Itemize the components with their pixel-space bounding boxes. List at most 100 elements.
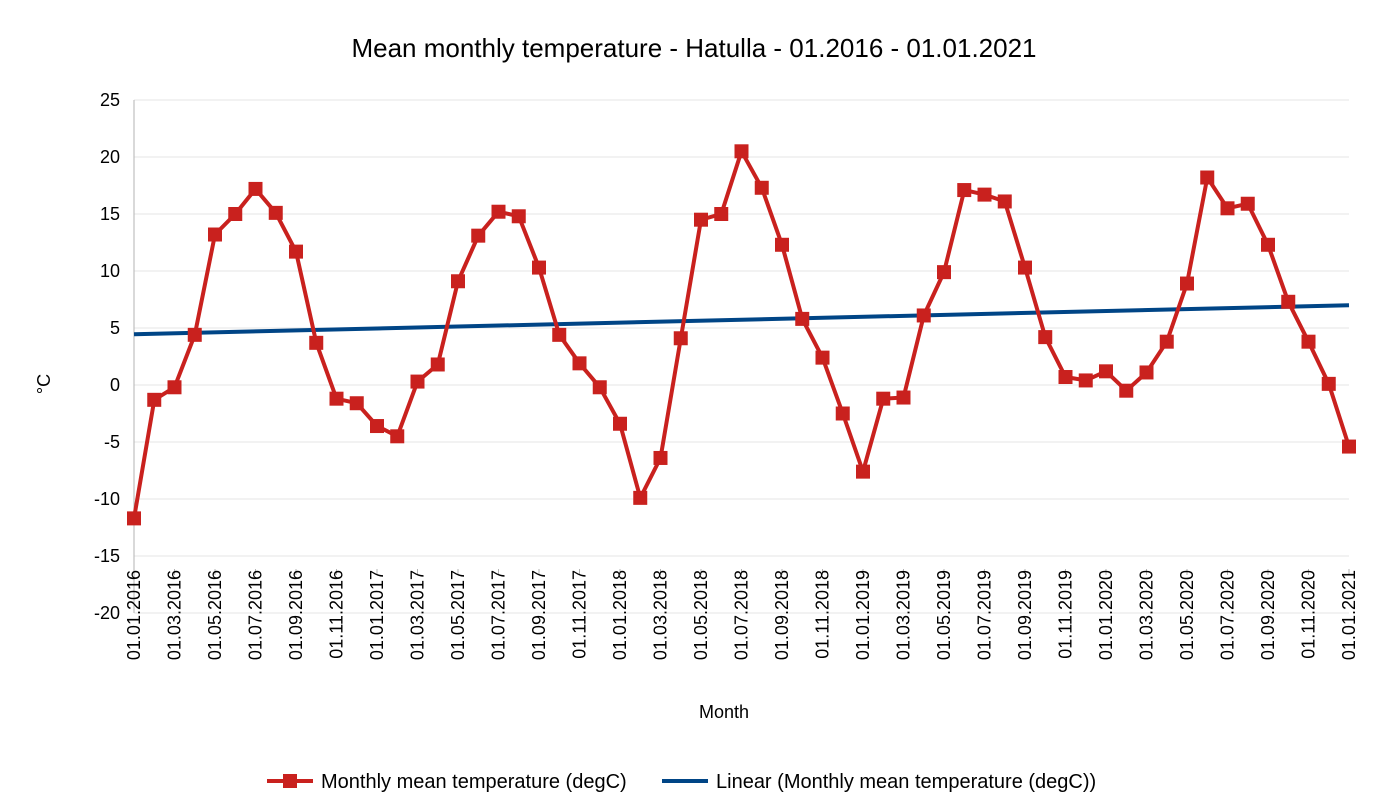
temperature-point: [633, 490, 648, 505]
x-tick-label: 01.01.2018: [610, 570, 630, 660]
legend-label-temperature: Monthly mean temperature (degC): [321, 771, 627, 793]
temperature-point: [1159, 334, 1174, 349]
temperature-point: [1281, 294, 1296, 309]
chart-title: Mean monthly temperature - Hatulla - 01.…: [351, 33, 1036, 63]
temperature-point: [147, 392, 162, 407]
temperature-point: [977, 187, 992, 202]
x-tick-label: 01.11.2016: [327, 570, 347, 659]
temperature-point: [1220, 201, 1235, 216]
x-tick-label: 01.11.2020: [1299, 570, 1319, 659]
x-tick-label: 01.07.2018: [732, 570, 752, 660]
temperature-point: [511, 209, 526, 224]
temperature-point: [289, 244, 303, 259]
legend-item-trendline: Linear (Monthly mean temperature (degC)): [662, 771, 1096, 793]
temperature-point: [876, 391, 891, 406]
x-tick-label: 01.05.2019: [934, 570, 954, 660]
y-tick-label: 25: [100, 90, 120, 110]
temperature-series: [127, 144, 1356, 526]
x-tick-label: 01.11.2019: [1056, 570, 1076, 659]
temperature-point: [673, 331, 688, 346]
y-tick-label: -10: [94, 489, 120, 509]
x-tick-label: 01.03.2018: [651, 570, 671, 660]
x-tick-label: 01.07.2016: [246, 570, 266, 660]
temperature-point: [127, 511, 141, 526]
x-tick-label: 01.03.2017: [408, 570, 428, 660]
temperature-point: [451, 274, 465, 289]
x-tick-label: 01.03.2016: [165, 570, 185, 660]
temperature-point: [1058, 370, 1073, 385]
temperature-point: [1200, 170, 1215, 185]
temperature-point: [410, 374, 425, 389]
x-tick-label: 01.05.2020: [1177, 570, 1197, 660]
x-tick-label: 01.09.2018: [772, 570, 792, 660]
temperature-point: [815, 350, 830, 365]
x-tick-label: 01.11.2017: [570, 570, 590, 659]
y-tick-label: 20: [100, 147, 120, 167]
trendline-series: [133, 303, 1350, 337]
temperature-point: [471, 228, 486, 243]
temperature-point: [430, 357, 445, 372]
temperature-point: [532, 260, 546, 275]
temperature-point: [694, 212, 708, 227]
y-tick-label: -20: [94, 603, 120, 623]
temperature-point: [248, 181, 263, 196]
y-axis-title: °C: [34, 374, 54, 394]
temperature-point: [754, 180, 769, 195]
legend-item-temperature: Monthly mean temperature (degC): [267, 771, 627, 793]
y-tick-label: -15: [94, 546, 120, 566]
temperature-point: [370, 419, 384, 434]
x-tick-label: 01.09.2016: [286, 570, 306, 660]
temperature-point: [491, 204, 506, 219]
legend: Monthly mean temperature (degC) Linear (…: [267, 771, 1096, 793]
x-tick-label: 01.09.2017: [529, 570, 549, 660]
temperature-point: [653, 450, 668, 465]
y-tick-label: 10: [100, 261, 120, 281]
temperature-point: [329, 391, 344, 406]
y-tick-label: 5: [110, 318, 120, 338]
y-tick-label: 15: [100, 204, 120, 224]
temperature-point: [592, 380, 607, 395]
temperature-point: [835, 406, 850, 421]
x-tick-label: 01.07.2020: [1218, 570, 1238, 660]
temperature-point: [714, 207, 729, 221]
temperature-point: [1342, 439, 1356, 454]
y-tick-label: -5: [104, 432, 120, 452]
temperature-point: [228, 207, 243, 221]
x-tick-label: 01.03.2019: [894, 570, 914, 660]
temperature-point: [1139, 365, 1154, 380]
x-tick-label: 01.01.2016: [124, 570, 144, 660]
temperature-point: [937, 265, 951, 280]
temperature-point: [775, 237, 789, 252]
x-axis-title: Month: [699, 702, 749, 722]
temperature-point: [1119, 383, 1134, 398]
temperature-point: [390, 429, 405, 444]
temperature-point: [1301, 334, 1316, 349]
x-tick-label: 01.09.2020: [1258, 570, 1278, 660]
x-tick-label: 01.01.2021: [1339, 570, 1359, 660]
temperature-point: [187, 327, 202, 342]
temperature-point: [1018, 260, 1032, 275]
x-tick-label: 01.09.2019: [1015, 570, 1035, 660]
temperature-point: [552, 327, 567, 342]
x-axis: 01.01.2016 01.03.2016 01.05.2016 01.07.2016…: [124, 569, 1359, 660]
x-tick-label: 01.11.2018: [813, 570, 833, 659]
x-tick-label: 01.01.2017: [367, 570, 387, 660]
temperature-point: [795, 311, 810, 326]
x-tick-label: 01.05.2017: [448, 570, 468, 660]
temperature-point: [613, 416, 627, 431]
temperature-point: [208, 227, 222, 242]
x-tick-label: 01.07.2019: [975, 570, 995, 660]
temperature-point: [572, 356, 587, 371]
x-tick-label: 01.07.2017: [489, 570, 509, 660]
temperature-point: [349, 396, 364, 411]
gridlines: [133, 99, 1349, 614]
temperature-point: [1038, 330, 1053, 345]
temperature-point: [1261, 237, 1275, 252]
temperature-point: [1240, 196, 1255, 211]
temperature-point: [916, 308, 931, 323]
temperature-point: [167, 380, 182, 395]
x-tick-label: 01.03.2020: [1137, 570, 1157, 660]
temperature-point: [1321, 376, 1336, 391]
legend-marker-temperature: [283, 774, 297, 788]
